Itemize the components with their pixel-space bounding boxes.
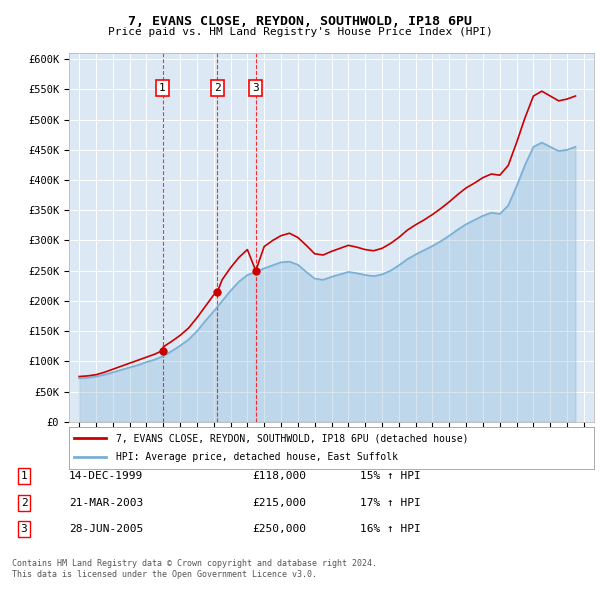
- Text: 21-MAR-2003: 21-MAR-2003: [69, 498, 143, 507]
- Text: This data is licensed under the Open Government Licence v3.0.: This data is licensed under the Open Gov…: [12, 571, 317, 579]
- Text: 1: 1: [20, 471, 28, 481]
- Text: 2: 2: [214, 83, 221, 93]
- Text: Price paid vs. HM Land Registry's House Price Index (HPI): Price paid vs. HM Land Registry's House …: [107, 27, 493, 37]
- Text: 3: 3: [253, 83, 259, 93]
- Text: £215,000: £215,000: [252, 498, 306, 507]
- Text: 17% ↑ HPI: 17% ↑ HPI: [360, 498, 421, 507]
- Text: £250,000: £250,000: [252, 525, 306, 534]
- Text: £118,000: £118,000: [252, 471, 306, 481]
- Text: Contains HM Land Registry data © Crown copyright and database right 2024.: Contains HM Land Registry data © Crown c…: [12, 559, 377, 568]
- Text: 28-JUN-2005: 28-JUN-2005: [69, 525, 143, 534]
- Text: HPI: Average price, detached house, East Suffolk: HPI: Average price, detached house, East…: [116, 452, 398, 462]
- Text: 1: 1: [159, 83, 166, 93]
- Text: 3: 3: [20, 525, 28, 534]
- Text: 14-DEC-1999: 14-DEC-1999: [69, 471, 143, 481]
- Text: 16% ↑ HPI: 16% ↑ HPI: [360, 525, 421, 534]
- Text: 15% ↑ HPI: 15% ↑ HPI: [360, 471, 421, 481]
- Text: 7, EVANS CLOSE, REYDON, SOUTHWOLD, IP18 6PU (detached house): 7, EVANS CLOSE, REYDON, SOUTHWOLD, IP18 …: [116, 434, 469, 444]
- Text: 7, EVANS CLOSE, REYDON, SOUTHWOLD, IP18 6PU: 7, EVANS CLOSE, REYDON, SOUTHWOLD, IP18 …: [128, 15, 472, 28]
- Text: 2: 2: [20, 498, 28, 507]
